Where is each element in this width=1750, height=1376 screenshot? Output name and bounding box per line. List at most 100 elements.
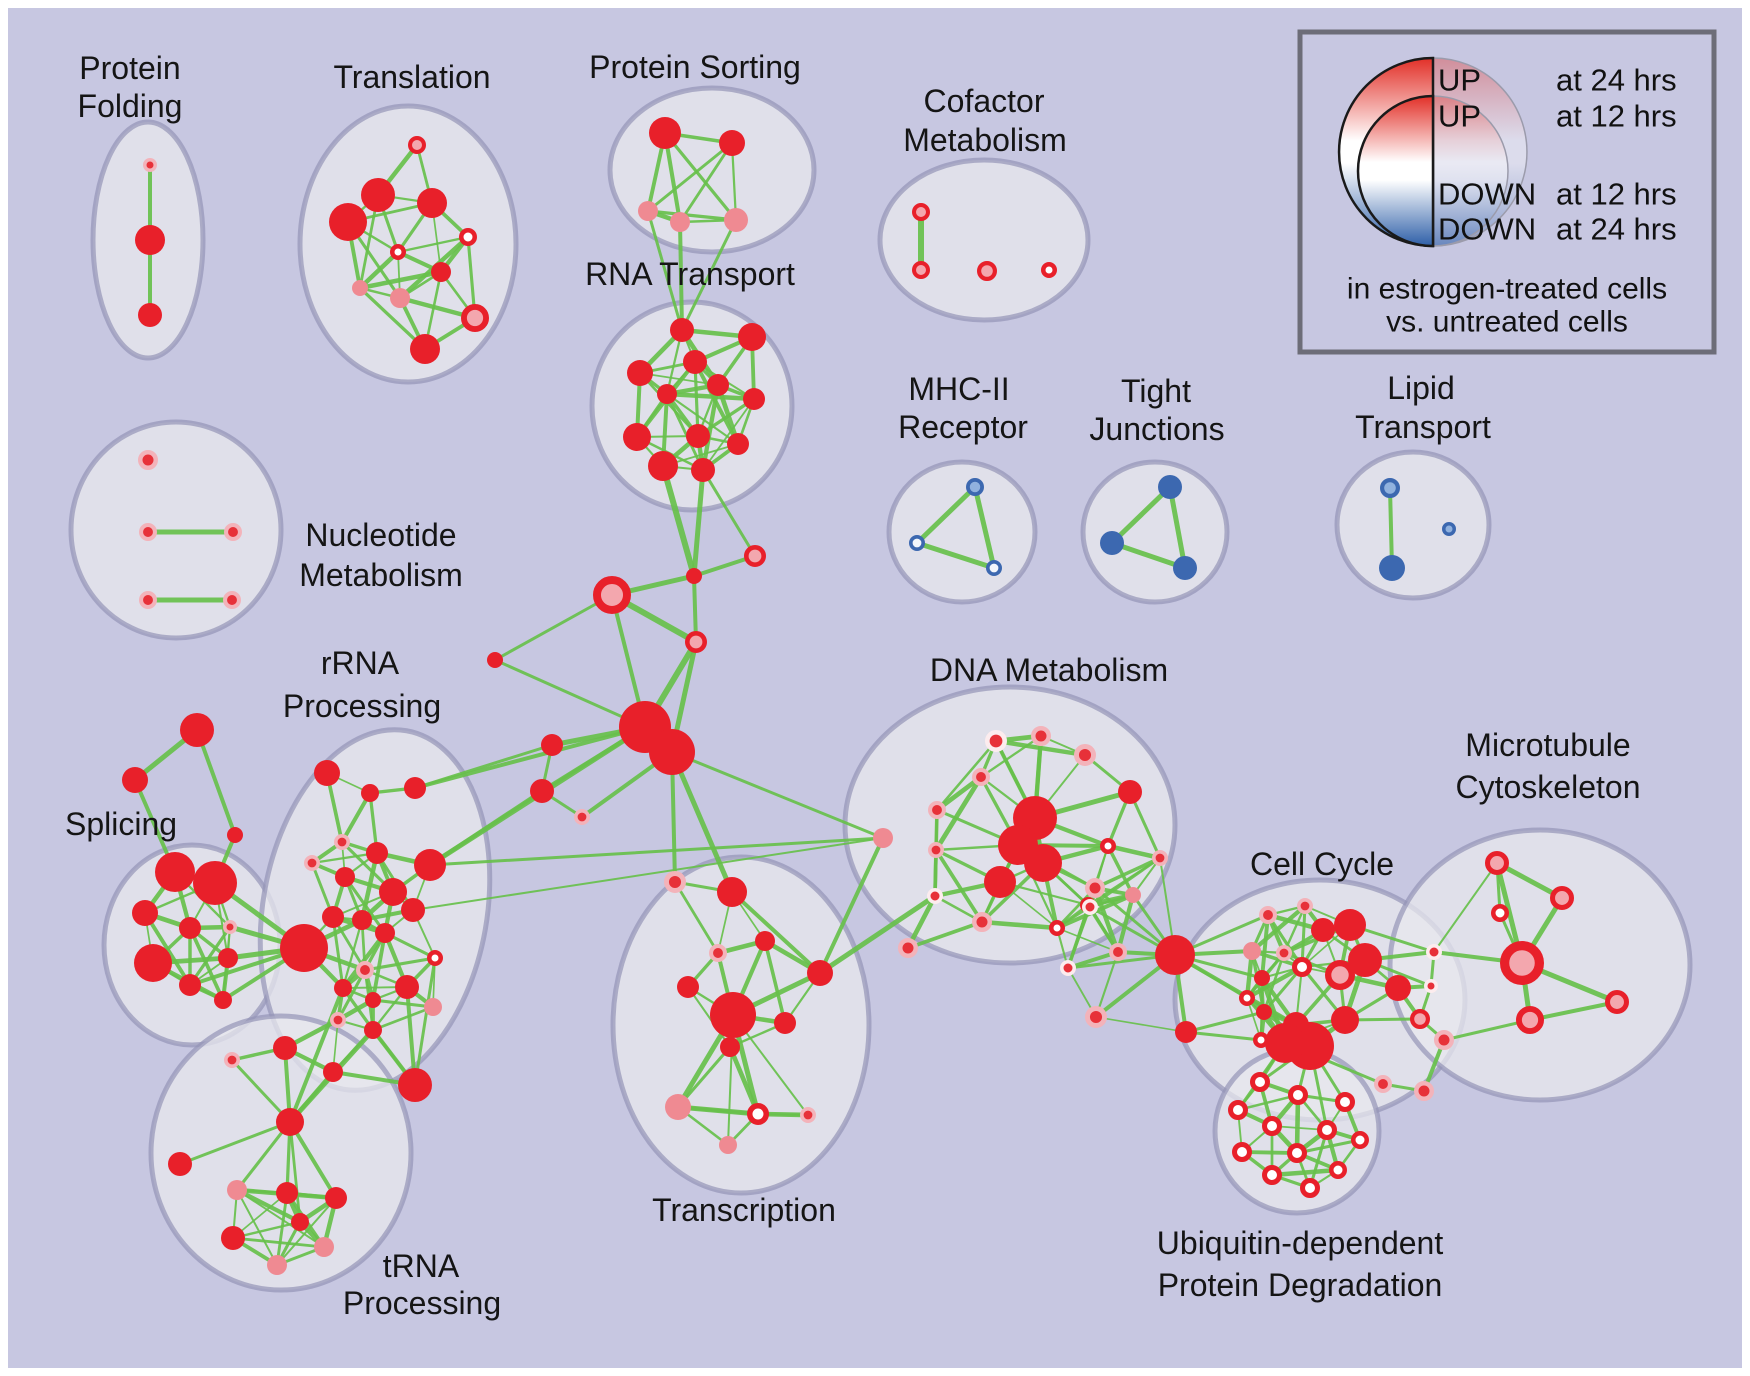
cluster-label-rrna-processing: Processing: [283, 688, 441, 724]
edge: [413, 956, 437, 1087]
edge: [288, 986, 345, 1124]
gene-node-whiteRing: [927, 888, 943, 904]
gene-node-redWhite: [1239, 990, 1255, 1006]
gene-node-pinkRing: [1073, 743, 1096, 766]
edge: [680, 218, 738, 332]
gene-node-pinkRing: [223, 920, 237, 934]
edge: [817, 893, 938, 976]
edge: [646, 209, 684, 332]
gene-node-redWhite: [1250, 1072, 1270, 1092]
edge: [639, 372, 719, 386]
edge: [363, 956, 437, 972]
edge: [1184, 1010, 1266, 1034]
edge: [763, 939, 787, 1025]
gene-node-pinkRing: [138, 450, 158, 470]
gene-node-blueLight: [1379, 478, 1400, 499]
cluster-label-nucleotide-metabolism: Metabolism: [299, 557, 463, 593]
edge: [906, 920, 984, 950]
gene-node-pinkRing: [1085, 878, 1105, 898]
gene-node-red: [329, 203, 367, 241]
gene-node-redWhite: [459, 228, 477, 246]
legend-time-label: at 12 hrs: [1556, 99, 1677, 134]
gene-node-red: [414, 849, 446, 881]
gene-node-red: [361, 784, 379, 802]
gene-node-redWhite: [1100, 838, 1116, 854]
gene-node-redWhite: [390, 244, 406, 260]
cluster-label-transcription: Transcription: [652, 1192, 836, 1228]
gene-node-red: [410, 334, 440, 364]
gene-node-blue: [1379, 555, 1405, 581]
gene-node-red: [623, 423, 651, 451]
gene-node-red: [361, 178, 395, 212]
edge: [678, 220, 684, 332]
gene-node-pink: [352, 280, 368, 296]
edge: [934, 774, 984, 813]
gene-node-red: [132, 900, 158, 926]
edge: [343, 875, 387, 935]
edge: [933, 774, 984, 853]
gene-node-red: [984, 866, 1016, 898]
edge: [336, 968, 367, 1022]
gene-node-redWhite: [1262, 1165, 1282, 1185]
gene-node-red: [179, 917, 201, 939]
gene-node-red: [366, 842, 388, 864]
gene-node-pink: [1125, 887, 1141, 903]
gene-node-pinkRing: [1374, 1075, 1393, 1094]
gene-node-pink: [719, 1136, 737, 1154]
cluster-label-cofactor-metabolism: Metabolism: [903, 122, 1067, 158]
cluster-label-protein-folding: Protein: [79, 50, 180, 86]
edge: [1128, 790, 1162, 860]
gene-node-red: [1311, 918, 1335, 942]
edge: [428, 836, 885, 867]
gene-node-red: [677, 976, 699, 998]
cluster-ellipse-tight-junctions: [1080, 459, 1230, 605]
gene-node-red: [649, 117, 681, 149]
edge: [663, 131, 738, 222]
edge: [1095, 1016, 1187, 1033]
gene-node-red: [683, 350, 707, 374]
gene-node-blue: [1158, 475, 1182, 499]
gene-node-red: [180, 713, 214, 747]
gene-node-pink: [390, 288, 410, 308]
gene-node-redPink: [1325, 960, 1356, 991]
edge: [660, 463, 697, 579]
edge: [178, 1120, 292, 1166]
legend-ring-inner-right: [1432, 95, 1509, 247]
edge: [692, 574, 698, 644]
edge: [341, 918, 364, 990]
gene-node-red: [168, 1152, 192, 1176]
edge: [665, 392, 740, 446]
edge: [1093, 856, 1162, 890]
edge: [288, 1120, 338, 1200]
edge: [396, 235, 470, 254]
gene-node-red: [691, 458, 715, 482]
edge: [1167, 484, 1188, 571]
gene-node-red: [686, 424, 710, 448]
gene-node-whiteRing: [984, 729, 1007, 752]
gene-node-redWhite: [1262, 1116, 1282, 1136]
gene-node-red: [214, 991, 232, 1009]
cluster-ellipse-mhc-ii-receptor: [886, 459, 1038, 605]
legend-direction-label: UP: [1438, 99, 1481, 134]
cluster-label-cofactor-metabolism: Cofactor: [924, 83, 1045, 119]
gene-node-red: [322, 906, 344, 928]
gene-node-pinkRing: [1109, 943, 1128, 962]
gene-node-blueWhite: [908, 534, 925, 551]
edge: [357, 249, 401, 291]
edge: [669, 749, 735, 895]
cluster-label-lipid-transport: Lipid: [1387, 370, 1455, 406]
edge: [1388, 486, 1394, 570]
gene-node-pinkRing: [972, 768, 991, 787]
edge: [914, 540, 997, 571]
edge: [702, 398, 755, 471]
edge: [914, 484, 978, 546]
gene-node-blueLight: [966, 478, 985, 497]
gene-node-redPink: [461, 304, 490, 333]
cluster-label-tight-junctions: Junctions: [1089, 411, 1224, 447]
legend-footer-text: vs. untreated cells: [1386, 306, 1628, 339]
cluster-label-rna-transport: RNA Transport: [585, 256, 795, 292]
gene-node-redPink: [912, 261, 930, 279]
gene-node-pinkRing: [1297, 897, 1314, 914]
gene-node-red: [755, 931, 775, 951]
